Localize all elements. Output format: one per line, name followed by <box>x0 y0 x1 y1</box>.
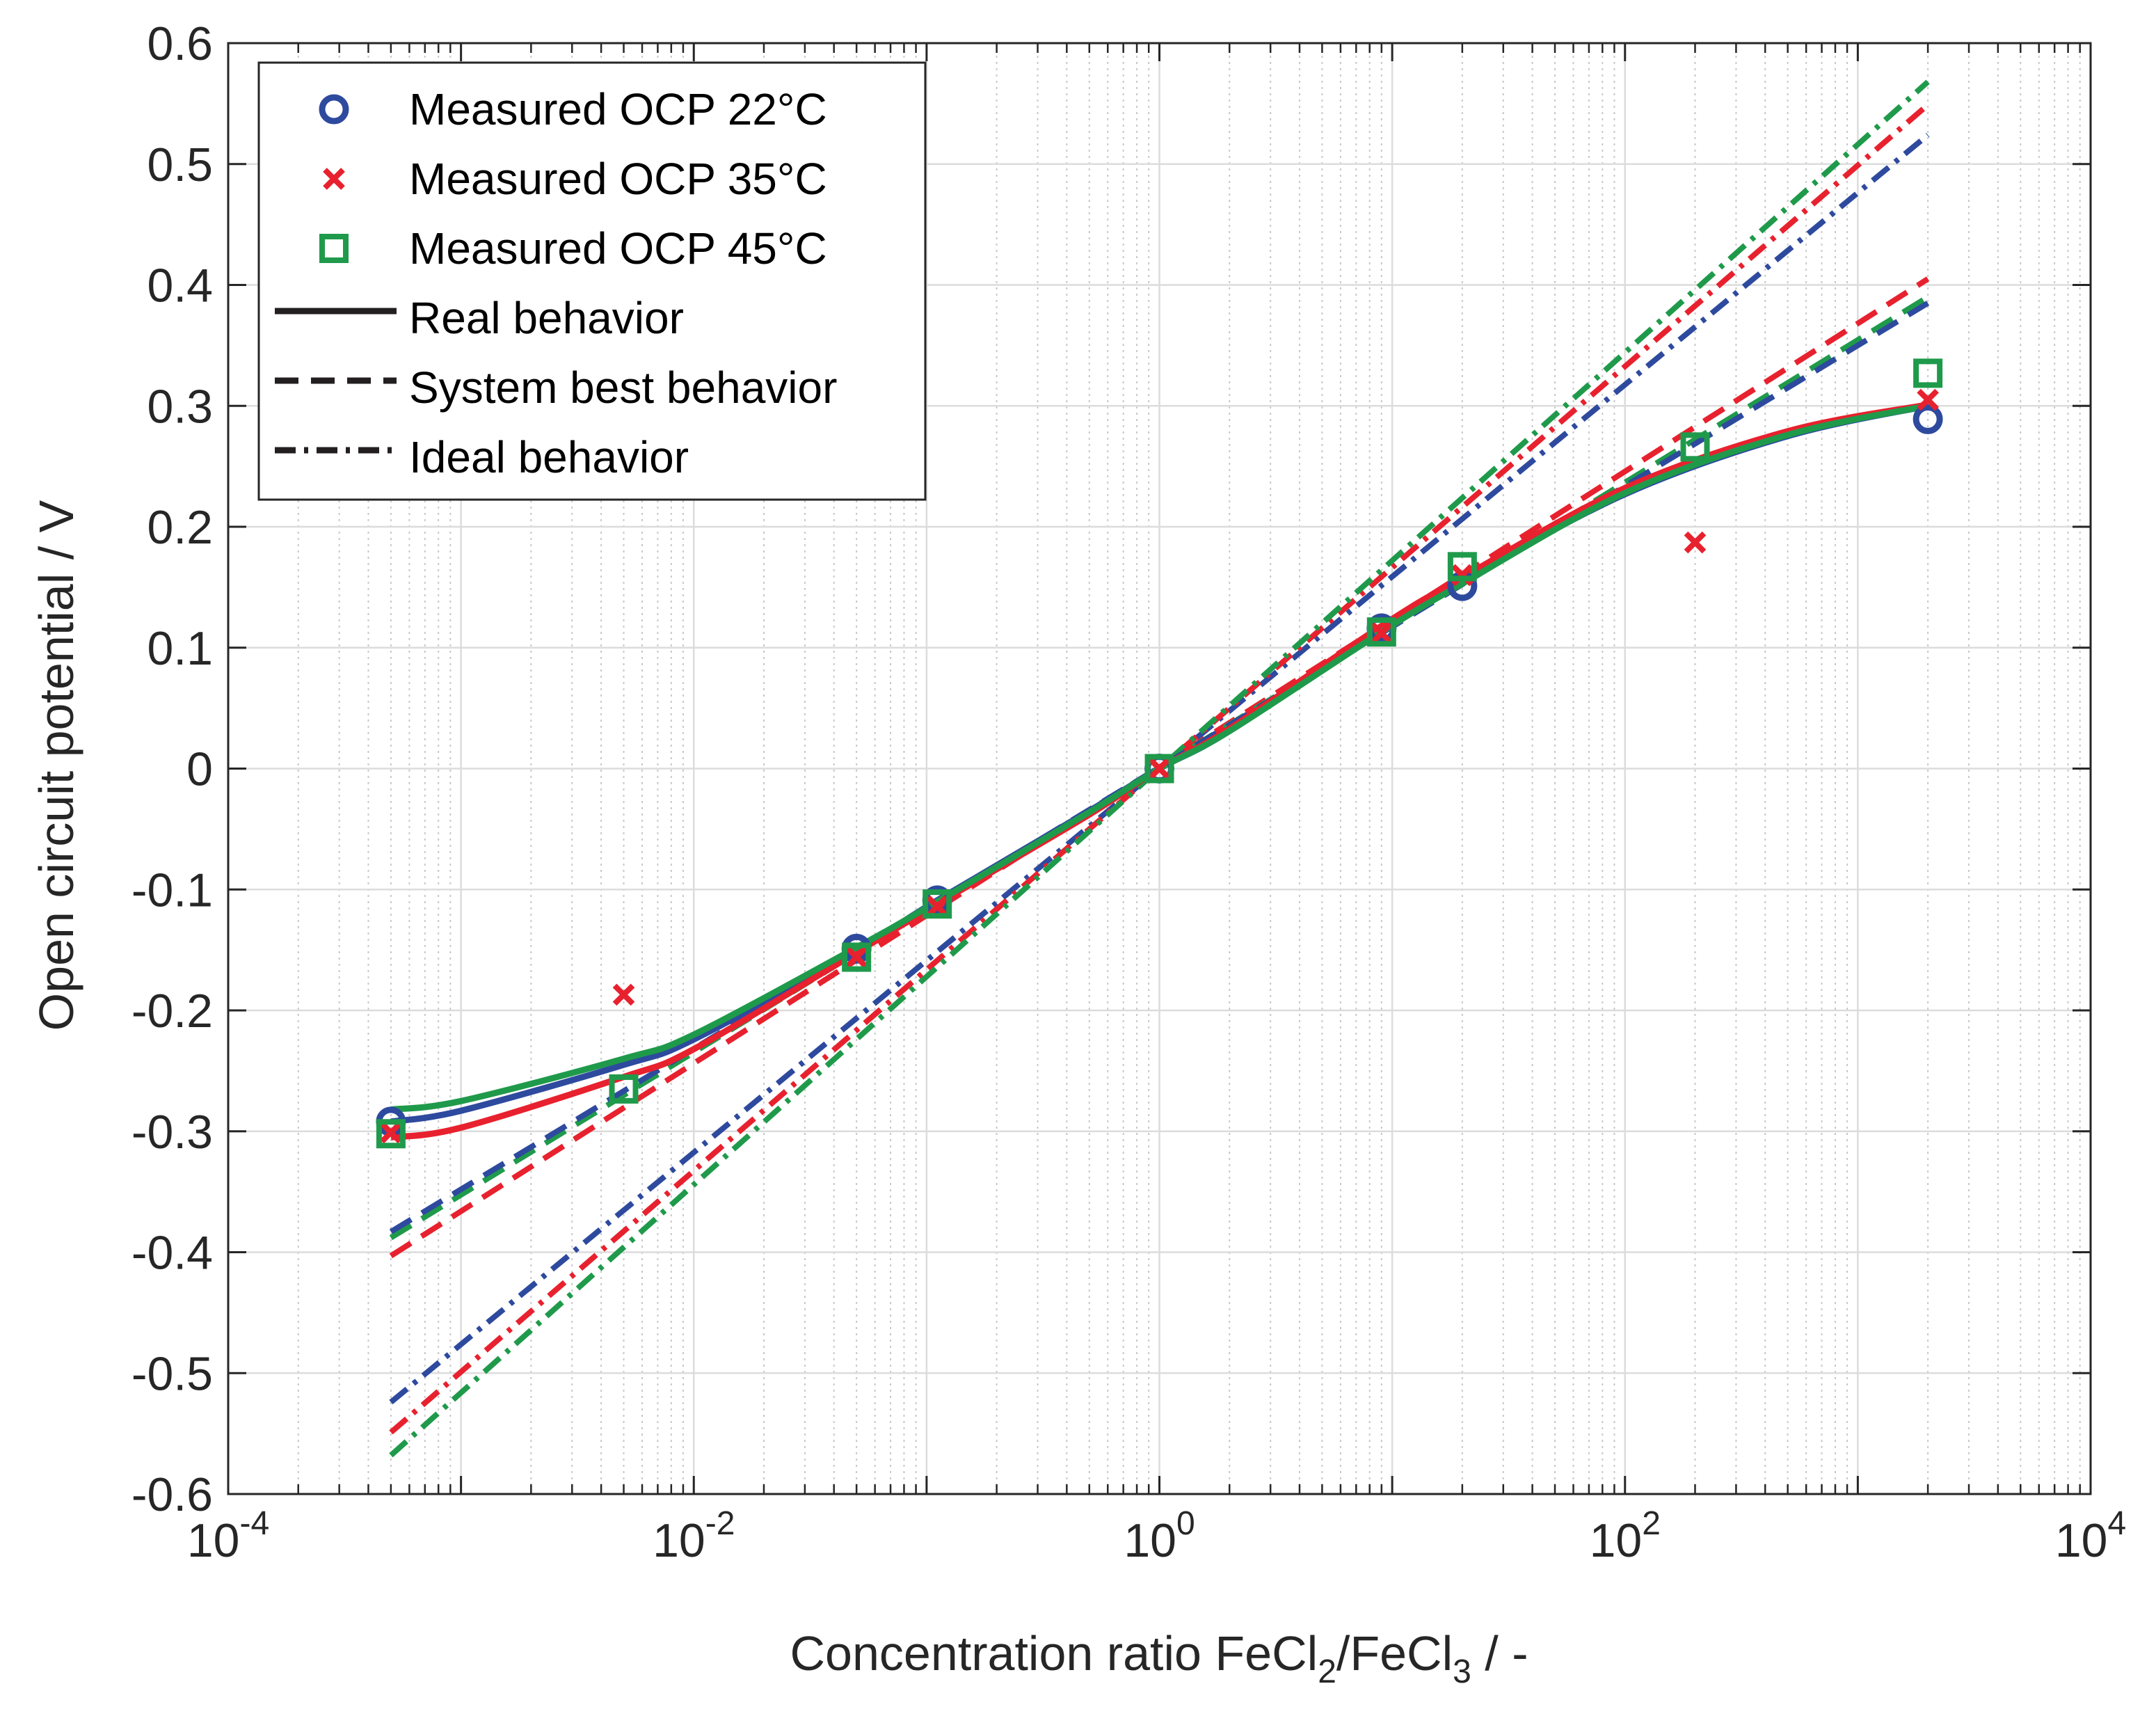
y-tick-label: -0.6 <box>131 1468 213 1521</box>
legend-entry: Measured OCP 22°C <box>319 84 827 134</box>
y-tick-label: 0.1 <box>147 622 213 675</box>
legend-entry: Ideal behavior <box>275 432 689 482</box>
x-marker-stroke <box>926 895 949 918</box>
legend-entry: Measured OCP 45°C <box>319 223 827 273</box>
x-marker-stroke <box>612 983 635 1006</box>
legend-entry: System best behavior <box>275 363 837 413</box>
measured-point-circle <box>1913 404 1943 434</box>
measured-point-x <box>1917 388 1939 411</box>
legend-label: Measured OCP 22°C <box>409 84 827 134</box>
y-tick-label: 0.6 <box>147 17 213 70</box>
y-tick-label: 0 <box>186 743 213 796</box>
y-tick-label: 0.2 <box>147 501 213 554</box>
measured-point-square <box>1144 754 1174 784</box>
measured-point-square <box>609 1074 639 1104</box>
y-tick-label: 0.5 <box>147 138 213 191</box>
measured-point-x <box>380 1121 402 1144</box>
legend-entry: Real behavior <box>275 293 684 343</box>
y-tick-label: 0.3 <box>147 380 213 433</box>
legend-entry: Measured OCP 35°C <box>323 154 827 204</box>
legend-marker-circle <box>319 94 349 125</box>
y-tick-labels: -0.6 -0.5 -0.4 -0.3 -0.2 -0.1 0 0.1 0.2 0.3 0.4 0.5… <box>131 17 213 1521</box>
measured-point-square <box>1680 432 1710 462</box>
measured-point-square <box>923 889 952 919</box>
measured-point-x <box>612 983 635 1006</box>
measured-point-x <box>926 895 949 918</box>
measured-point-x <box>1684 531 1707 554</box>
y-tick-label: -0.1 <box>131 864 213 916</box>
legend-label: Real behavior <box>409 293 684 343</box>
x-tick-label: 104 <box>2055 1505 2126 1567</box>
x-marker-stroke <box>1148 757 1171 780</box>
y-tick-label: -0.4 <box>131 1227 213 1280</box>
legend-label: System best behavior <box>409 363 837 413</box>
legend-marker-square <box>319 234 349 263</box>
system-best-behavior-line <box>389 301 1930 1234</box>
y-tick-label: -0.3 <box>131 1106 213 1159</box>
ideal-behavior-line <box>389 132 1930 1405</box>
measured-markers <box>376 358 1943 1149</box>
measured-point-square <box>842 942 872 972</box>
y-tick-label: -0.5 <box>131 1347 213 1400</box>
x-tick-labels: 10-4 10-2 100 102 104 <box>187 1505 2126 1567</box>
axis-ticks <box>227 42 2092 1495</box>
system-best-behavior-line <box>389 294 1930 1241</box>
real-lines <box>390 402 1929 1141</box>
legend-marker-x <box>323 168 345 190</box>
x-tick-label: 100 <box>1124 1505 1195 1567</box>
legend-label: Measured OCP 35°C <box>409 154 827 204</box>
x-tick-label: 102 <box>1590 1505 1661 1567</box>
y-axis-title: Open circuit potential / V <box>29 500 83 1031</box>
measured-point-x <box>1370 622 1393 644</box>
measured-point-square <box>1913 358 1943 388</box>
y-tick-label: -0.2 <box>131 985 213 1038</box>
measured-point-x <box>1148 757 1171 780</box>
legend-label: Ideal behavior <box>409 432 689 482</box>
x-marker-stroke <box>323 168 345 190</box>
x-marker-stroke <box>1684 531 1707 554</box>
legend-label: Measured OCP 45°C <box>409 223 827 273</box>
x-marker-stroke <box>1917 388 1939 411</box>
x-tick-label: 10-2 <box>653 1505 735 1567</box>
x-tick-label: 10-4 <box>187 1505 269 1567</box>
y-tick-label: 0.4 <box>147 260 213 312</box>
real-behavior-curve <box>390 402 1929 1113</box>
measured-point-square <box>1366 617 1396 647</box>
legend-box <box>257 61 927 501</box>
x-marker-stroke <box>1370 622 1393 644</box>
measured-point-x <box>845 946 868 969</box>
legend: Measured OCP 22°C Measured OCP 35°C Measur… <box>257 61 927 501</box>
measured-point-square <box>1447 552 1477 582</box>
x-axis-title: Concentration ratio FeCl2/FeCl3 / - <box>790 1626 1528 1690</box>
x-marker-stroke <box>380 1121 402 1144</box>
measured-point-square <box>376 1119 406 1149</box>
ideal-behavior-line <box>389 79 1930 1458</box>
x-marker-stroke <box>845 946 868 969</box>
